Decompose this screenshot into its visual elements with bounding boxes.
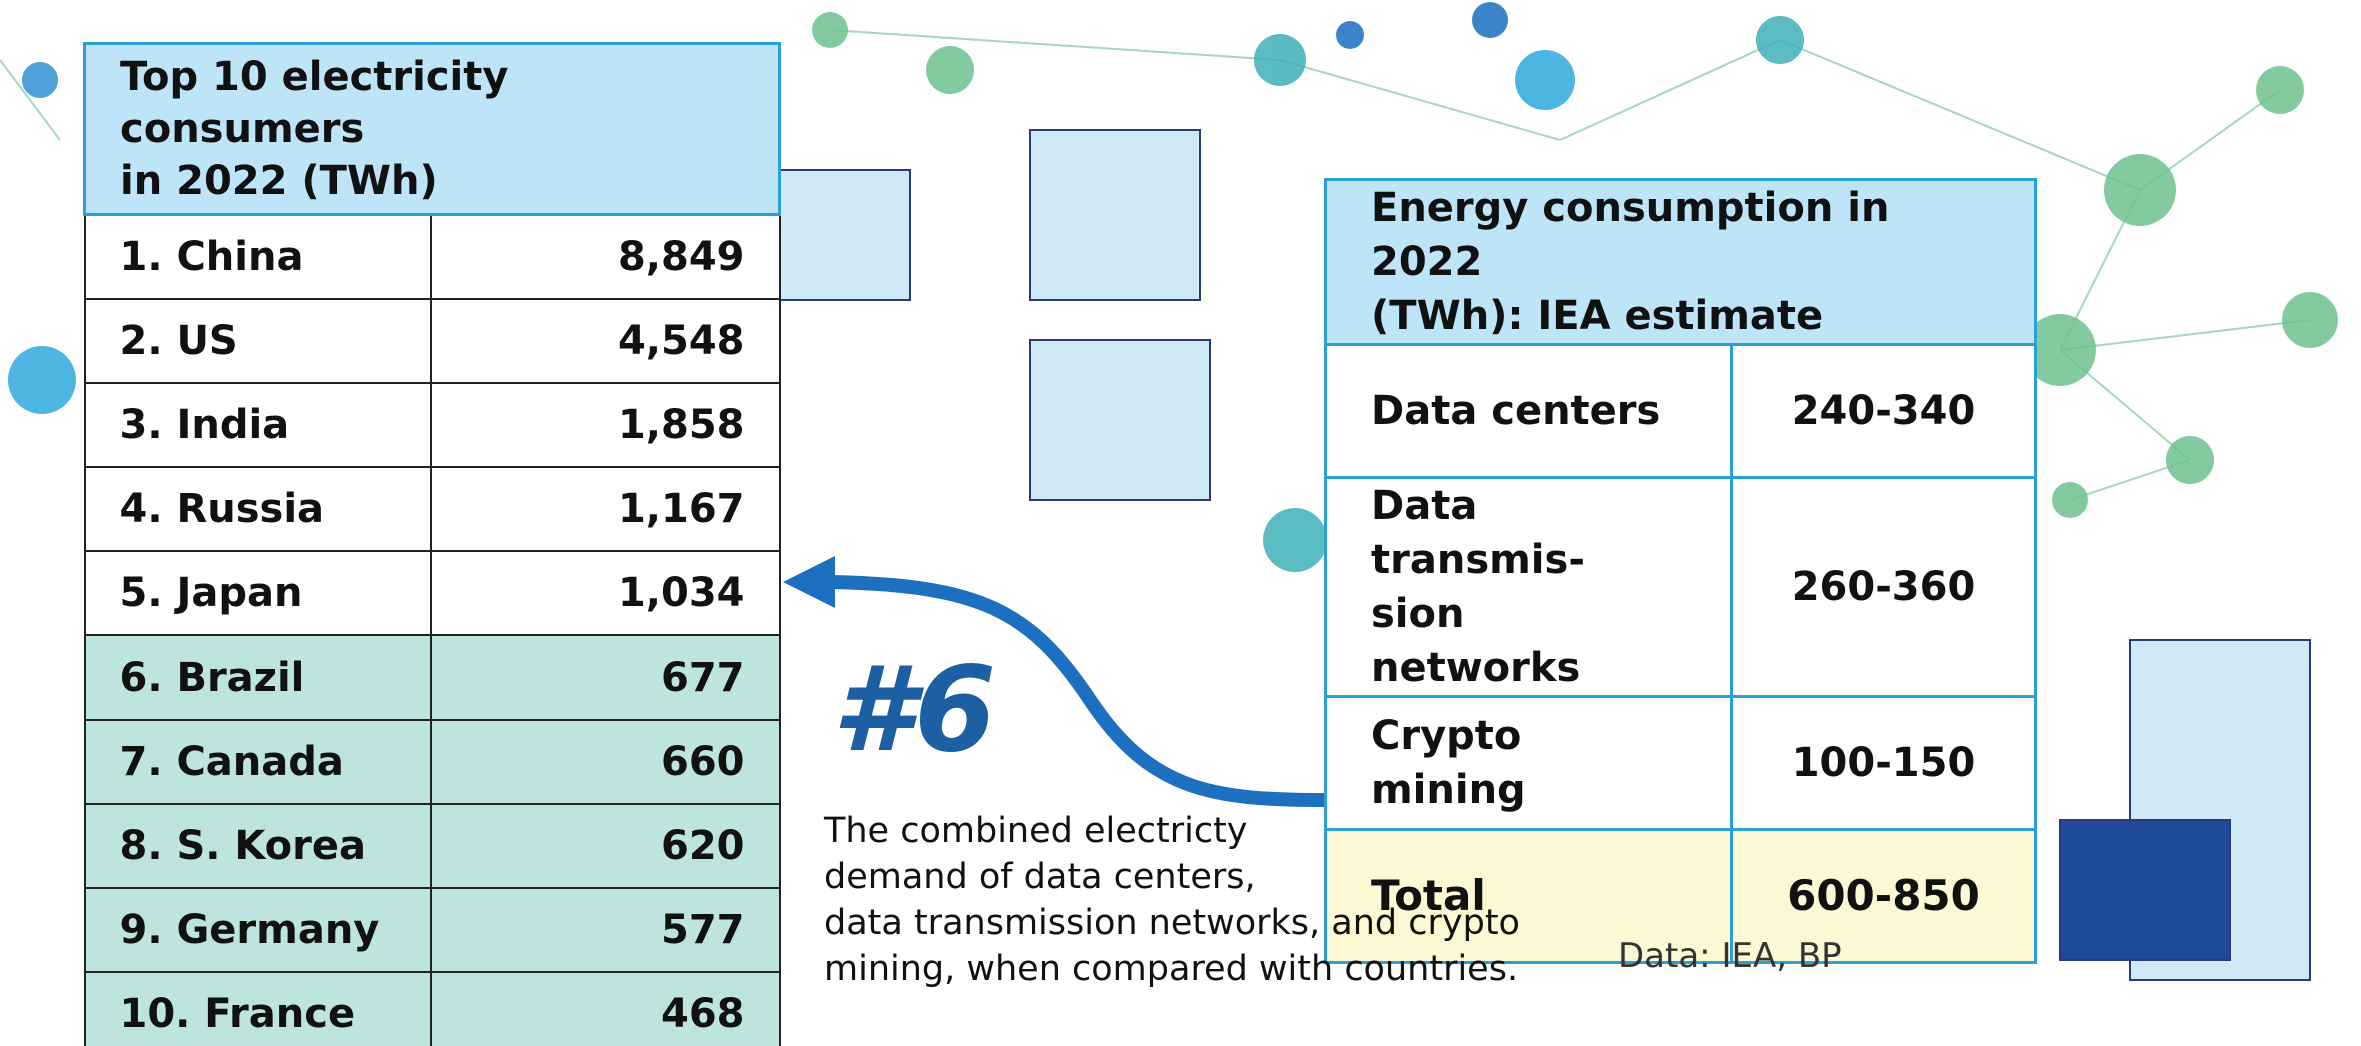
table-title: Energy consumption in 2022 (TWh): IEA es… <box>1326 180 2036 345</box>
arrow-head <box>783 556 835 608</box>
value-cell: 1,034 <box>431 551 780 635</box>
label-cell: Data centers <box>1326 345 1732 478</box>
label-cell: 7. Canada <box>85 720 431 804</box>
consumers-table: Top 10 electricity consumers in 2022 (TW… <box>83 42 781 1046</box>
value-cell: 577 <box>431 888 780 972</box>
value-cell: 4,548 <box>431 299 780 383</box>
value-cell: 100-150 <box>1732 697 2036 830</box>
label-cell: 9. Germany <box>85 888 431 972</box>
value-cell: 677 <box>431 635 780 719</box>
value-cell: 468 <box>431 972 780 1046</box>
infographic: Top 10 electricity consumers in 2022 (TW… <box>0 0 2361 1046</box>
label-cell: 8. S. Korea <box>85 804 431 888</box>
value-cell: 620 <box>431 804 780 888</box>
label-cell: 10. France <box>85 972 431 1046</box>
value-cell: 660 <box>431 720 780 804</box>
label-cell: 3. India <box>85 383 431 467</box>
value-cell: 1,858 <box>431 383 780 467</box>
table-title: Top 10 electricity consumers in 2022 (TW… <box>85 44 780 215</box>
label-cell: 4. Russia <box>85 467 431 551</box>
value-cell: 8,849 <box>431 215 780 299</box>
value-cell: 260-360 <box>1732 478 2036 697</box>
rank: #6 <box>832 640 996 778</box>
value-cell: 1,167 <box>431 467 780 551</box>
label-cell: 5. Japan <box>85 551 431 635</box>
caption: The combined electricty demand of data c… <box>824 808 1520 992</box>
label-cell: 1. China <box>85 215 431 299</box>
label-cell: Data transmis- sion networks <box>1326 478 1732 697</box>
label-cell: 2. US <box>85 299 431 383</box>
label-cell: 6. Brazil <box>85 635 431 719</box>
source: Data: IEA, BP <box>1618 936 1842 976</box>
value-cell: 240-340 <box>1732 345 2036 478</box>
